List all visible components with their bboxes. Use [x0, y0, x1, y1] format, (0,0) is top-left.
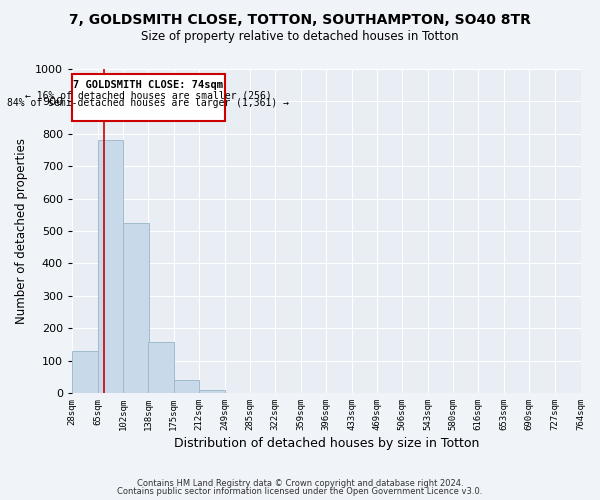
Bar [72, 351, 98, 393]
Text: Size of property relative to detached houses in Totton: Size of property relative to detached ho… [141, 30, 459, 43]
Bar [199, 390, 224, 393]
FancyBboxPatch shape [72, 74, 224, 121]
Bar [123, 223, 149, 393]
Text: ← 16% of detached houses are smaller (256): ← 16% of detached houses are smaller (25… [25, 90, 272, 100]
Text: 84% of semi-detached houses are larger (1,361) →: 84% of semi-detached houses are larger (… [7, 98, 289, 108]
Text: 7 GOLDSMITH CLOSE: 74sqm: 7 GOLDSMITH CLOSE: 74sqm [73, 80, 223, 90]
Bar [148, 342, 173, 393]
Bar [98, 140, 123, 393]
Text: Contains public sector information licensed under the Open Government Licence v3: Contains public sector information licen… [118, 487, 482, 496]
Y-axis label: Number of detached properties: Number of detached properties [15, 138, 28, 324]
Bar [173, 380, 199, 393]
Text: 7, GOLDSMITH CLOSE, TOTTON, SOUTHAMPTON, SO40 8TR: 7, GOLDSMITH CLOSE, TOTTON, SOUTHAMPTON,… [69, 12, 531, 26]
X-axis label: Distribution of detached houses by size in Totton: Distribution of detached houses by size … [173, 437, 479, 450]
Text: Contains HM Land Registry data © Crown copyright and database right 2024.: Contains HM Land Registry data © Crown c… [137, 478, 463, 488]
